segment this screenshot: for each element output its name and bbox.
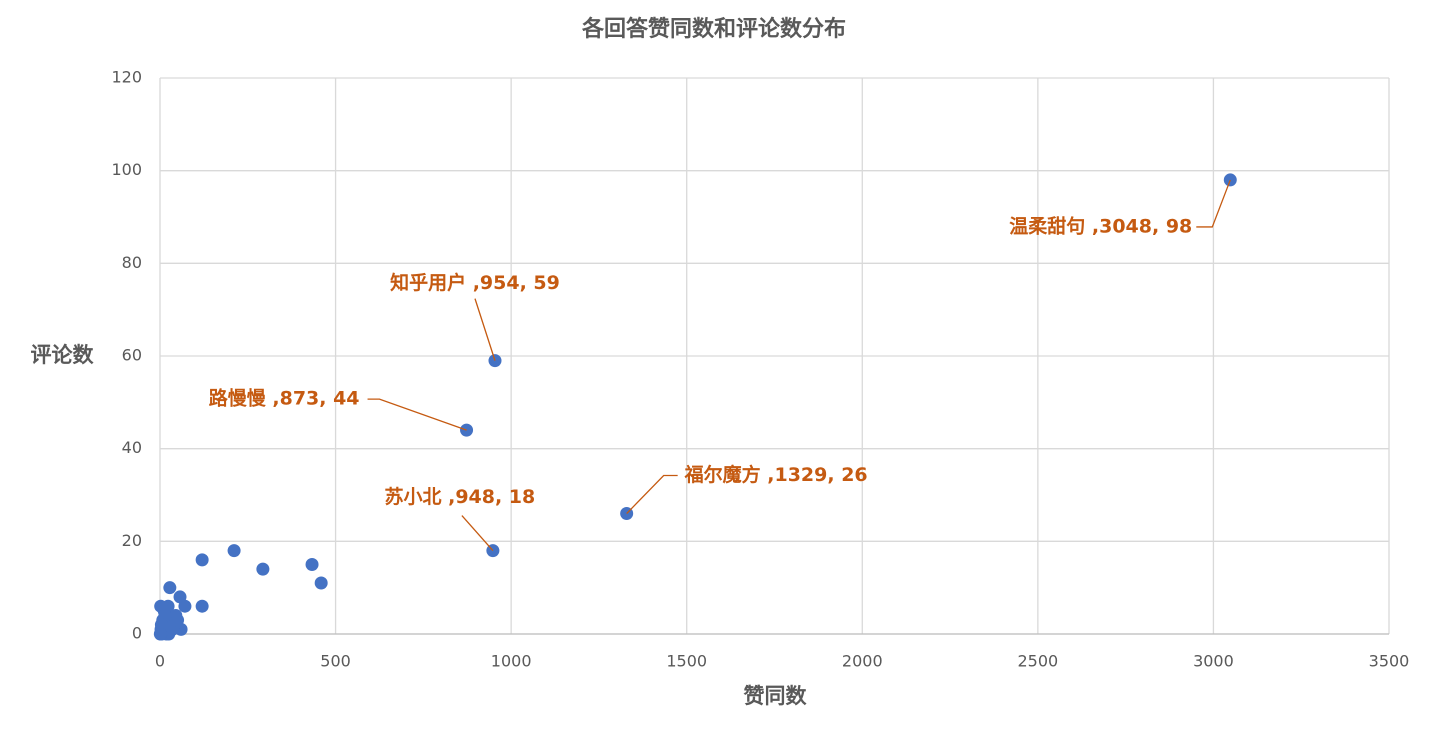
y-tick-label: 20: [122, 531, 142, 550]
y-tick-label: 100: [111, 160, 142, 179]
y-tick-label: 60: [122, 346, 142, 365]
leader-line: [1196, 179, 1231, 228]
leader-line: [461, 515, 494, 552]
data-label: 知乎用户 ,954, 59: [390, 271, 560, 294]
point: [256, 562, 270, 576]
point: [153, 627, 167, 641]
y-tick-label: 80: [122, 253, 142, 272]
data-label: 路慢慢 ,873, 44: [209, 387, 360, 410]
point: [227, 544, 241, 558]
x-tick-label: 3500: [1369, 652, 1410, 671]
x-tick-label: 3000: [1193, 652, 1234, 671]
data-label: 福尔魔方 ,1329, 26: [684, 463, 868, 486]
point: [173, 590, 187, 604]
y-tick-label: 0: [132, 624, 142, 643]
x-tick-label: 2500: [1017, 652, 1058, 671]
leader-line: [474, 298, 496, 361]
x-tick-label: 1500: [666, 652, 707, 671]
point: [163, 581, 177, 595]
point: [195, 553, 209, 567]
data-label: 苏小北 ,948, 18: [384, 485, 535, 508]
leader-line: [367, 398, 467, 431]
chart-title: 各回答赞同数和评论数分布: [581, 16, 846, 42]
point: [305, 558, 319, 571]
x-axis-title: 赞同数: [743, 684, 808, 708]
leader-line: [626, 474, 678, 514]
y-axis-title: 评论数: [31, 343, 95, 367]
data-label: 温柔甜句 ,3048, 98: [1009, 214, 1192, 237]
y-tick-label: 40: [122, 438, 142, 457]
point: [195, 599, 209, 613]
point: [314, 576, 328, 590]
x-tick-label: 0: [155, 652, 165, 671]
x-tick-label: 500: [320, 652, 351, 671]
x-tick-label: 1000: [491, 652, 532, 671]
x-tick-label: 2000: [842, 652, 883, 671]
point: [171, 613, 185, 627]
y-tick-label: 120: [111, 68, 142, 87]
